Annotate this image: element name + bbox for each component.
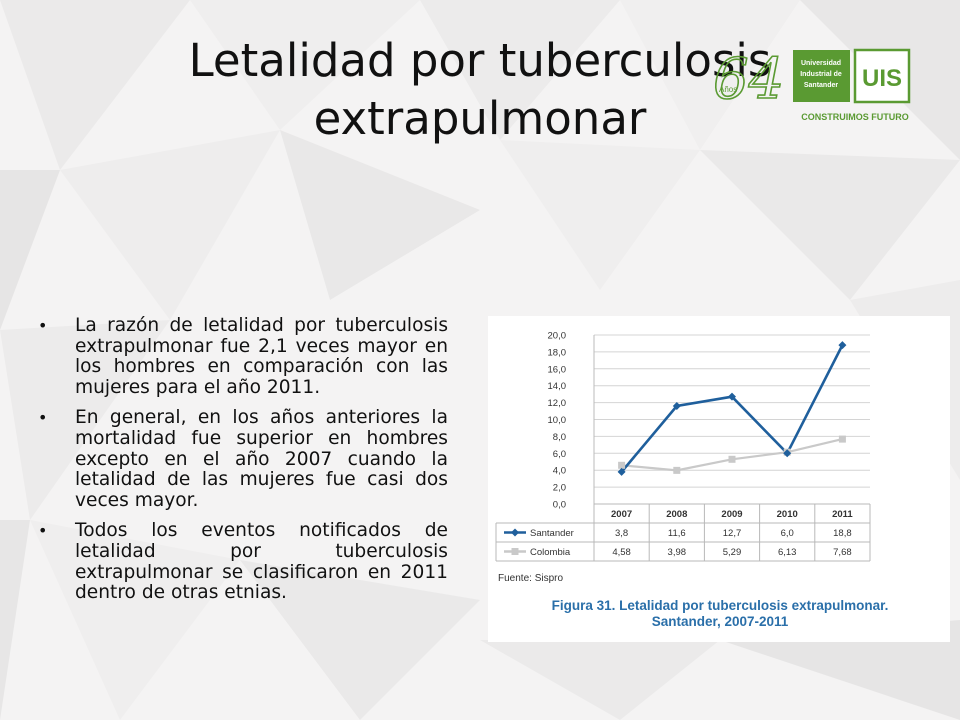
data-point-santander xyxy=(617,467,626,476)
uis-emblem-frame xyxy=(853,48,911,104)
caption-line-1: Figura 31. Letalidad por tuberculosis ex… xyxy=(551,598,889,613)
bullet-text: En general, en los años anteriores la mo… xyxy=(75,407,448,511)
slide-title: Letalidad por tuberculosis extrapulmonar xyxy=(150,32,810,148)
university-line-2: Industrial de xyxy=(800,71,842,78)
title-line-2: extrapulmonar xyxy=(313,92,647,145)
data-label: 18,8 xyxy=(833,528,852,539)
anniversary-number: 64 xyxy=(713,47,784,112)
chart-figure: 0,0 2,0 4,0 6,0 8,0 10,0 12,0 14,0 16,0 18,0 20,0 2… xyxy=(488,316,950,642)
bullet-text: Todos los eventos notificados de letalid… xyxy=(75,520,448,604)
y-tick-label: 8,0 xyxy=(553,432,566,443)
data-point-colombia xyxy=(838,435,846,443)
data-label: 6,13 xyxy=(778,547,797,558)
data-label: 12,7 xyxy=(723,528,742,539)
y-tick-label: 16,0 xyxy=(548,364,567,375)
legend-label: Santander xyxy=(530,528,574,539)
x-tick-label: 2007 xyxy=(611,509,632,520)
y-tick-label: 4,0 xyxy=(553,466,566,477)
figure-source: Fuente: Sispro xyxy=(498,573,564,584)
bullet-dot-icon: • xyxy=(38,408,48,428)
bullet-text: La razón de letalidad por tuberculosis e… xyxy=(75,315,448,398)
data-label: 4,58 xyxy=(612,547,631,558)
data-point-santander xyxy=(783,449,792,458)
x-tick-label: 2010 xyxy=(777,509,798,520)
y-tick-label: 0,0 xyxy=(553,500,566,511)
data-point-colombia xyxy=(618,461,626,469)
y-tick-label: 20,0 xyxy=(548,331,567,342)
university-line-1: Universidad xyxy=(801,60,841,67)
legend-marker-santander xyxy=(511,528,519,537)
y-tick-label: 6,0 xyxy=(553,449,566,460)
bullet-item: • Todos los eventos notificados de letali… xyxy=(38,521,448,603)
y-tick-label: 2,0 xyxy=(553,483,566,494)
data-label: 7,68 xyxy=(833,547,852,558)
bullet-item: • En general, en los años anteriores la m… xyxy=(38,408,448,511)
series-line-colombia xyxy=(621,438,843,472)
data-label: 3,8 xyxy=(615,528,628,539)
bullet-dot-icon: • xyxy=(38,316,48,335)
data-label: 3,98 xyxy=(668,547,687,558)
x-tick-label: 2011 xyxy=(832,509,853,520)
university-logo: 64 Años Universidad Industrial de Santan… xyxy=(712,46,911,122)
bullet-dot-icon: • xyxy=(38,521,48,541)
y-tick-label: 12,0 xyxy=(548,398,567,409)
data-point-santander xyxy=(672,401,681,410)
title-line-1: Letalidad por tuberculosis xyxy=(188,34,772,87)
data-label: 6,0 xyxy=(781,528,794,539)
data-label: 11,6 xyxy=(668,528,686,539)
uis-emblem: UIS xyxy=(862,65,902,92)
data-point-colombia xyxy=(673,466,681,474)
y-tick-label: 14,0 xyxy=(548,381,567,392)
legend-marker-colombia xyxy=(511,548,519,555)
data-point-colombia xyxy=(728,455,736,463)
y-tick-label: 10,0 xyxy=(548,415,567,426)
x-tick-label: 2008 xyxy=(666,509,687,520)
y-tick-label: 18,0 xyxy=(548,347,567,358)
legend-label: Colombia xyxy=(530,547,571,558)
anniversary-word: Años xyxy=(719,85,737,94)
data-point-santander xyxy=(728,392,736,401)
logo-slogan: CONSTRUIMOS FUTURO xyxy=(801,112,909,122)
data-label: 5,29 xyxy=(723,547,742,558)
caption-line-2: Santander, 2007-2011 xyxy=(651,614,789,629)
x-tick-label: 2009 xyxy=(721,509,742,520)
bullet-item: • La razón de letalidad por tuberculosis … xyxy=(38,315,448,398)
data-point-santander xyxy=(838,341,847,350)
line-chart: 0,0 2,0 4,0 6,0 8,0 10,0 12,0 14,0 16,0 18,0 20,0 2… xyxy=(495,331,871,562)
university-name-block xyxy=(793,50,850,102)
figure-caption: Figura 31. Letalidad por tuberculosis ex… xyxy=(500,598,940,630)
university-line-3: Santander xyxy=(804,82,839,89)
bullet-list: • La razón de letalidad por tuberculosis … xyxy=(38,315,448,614)
